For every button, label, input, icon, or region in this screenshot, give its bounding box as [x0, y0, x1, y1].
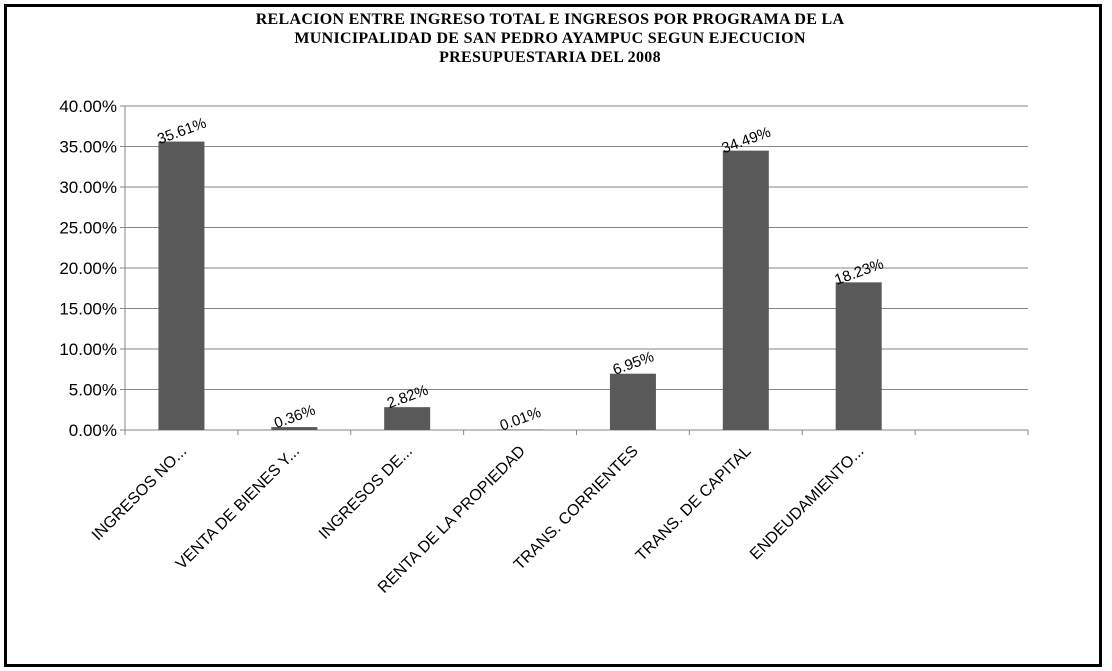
- bar: [158, 141, 205, 430]
- y-tick-label: 15.00%: [59, 300, 117, 319]
- bar: [722, 150, 769, 431]
- y-tick-label: 5.00%: [69, 381, 117, 400]
- chart-title-line-2: MUNICIPALIDAD DE SAN PEDRO AYAMPUC SEGUN…: [294, 30, 806, 47]
- y-tick-label: 10.00%: [59, 340, 117, 359]
- chart-title-line-1: RELACION ENTRE INGRESO TOTAL E INGRESOS …: [255, 11, 845, 28]
- bar: [384, 407, 431, 430]
- y-tick-label: 35.00%: [59, 138, 117, 157]
- chart-title-line-3: PRESUPUESTARIA DEL 2008: [439, 49, 661, 66]
- bar: [271, 427, 318, 430]
- y-tick-label: 20.00%: [59, 259, 117, 278]
- chart-title: RELACION ENTRE INGRESO TOTAL E INGRESOS …: [120, 10, 980, 67]
- category-label: INGRESOS DE...: [316, 443, 416, 543]
- category-label: VENTA DE BIENES Y...: [173, 443, 303, 573]
- bar: [609, 373, 656, 430]
- bar: [835, 282, 882, 430]
- category-label: TRANS. CORRIENTES: [511, 443, 642, 574]
- y-tick-label: 40.00%: [59, 97, 117, 116]
- y-tick-label: 25.00%: [59, 219, 117, 238]
- y-tick-label: 0.00%: [69, 421, 117, 440]
- category-label: ENDEUDAMIENTO...: [747, 443, 868, 564]
- category-label: INGRESOS NO...: [89, 443, 190, 544]
- bar: [497, 429, 544, 430]
- y-tick-label: 30.00%: [59, 178, 117, 197]
- category-label: TRANS. DE CAPITAL: [633, 443, 755, 565]
